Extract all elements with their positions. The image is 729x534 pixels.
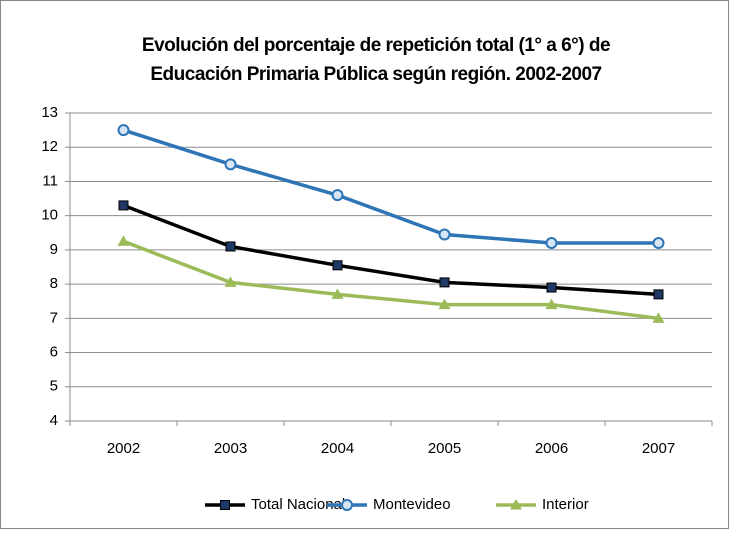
y-tick-label: 10 bbox=[41, 207, 58, 224]
data-point bbox=[439, 277, 450, 288]
legend-marker bbox=[220, 500, 230, 510]
series-line bbox=[122, 203, 659, 297]
data-point bbox=[438, 228, 451, 241]
data-point bbox=[331, 288, 344, 299]
series-line bbox=[122, 128, 659, 245]
data-point bbox=[652, 312, 665, 323]
legend-marker bbox=[341, 499, 353, 511]
data-point bbox=[118, 200, 129, 211]
y-tick-label: 13 bbox=[41, 104, 58, 121]
data-point bbox=[545, 298, 558, 310]
data-point bbox=[652, 237, 665, 250]
data-point bbox=[225, 241, 236, 252]
x-tick-label: 2006 bbox=[535, 440, 568, 457]
chart-title: Educación Primaria Pública según región.… bbox=[150, 64, 601, 85]
y-tick-label: 4 bbox=[50, 412, 58, 429]
legend-marker bbox=[510, 499, 522, 510]
data-point bbox=[117, 124, 130, 137]
x-tick-label: 2004 bbox=[321, 440, 354, 457]
x-tick-label: 2005 bbox=[428, 440, 461, 457]
data-point bbox=[331, 189, 344, 202]
data-point bbox=[117, 235, 130, 246]
series-line bbox=[122, 239, 659, 321]
legend-label: Montevideo bbox=[373, 496, 451, 513]
y-tick-label: 7 bbox=[50, 309, 58, 326]
y-tick-label: 12 bbox=[41, 138, 58, 155]
data-point bbox=[438, 298, 451, 310]
x-tick-label: 2007 bbox=[642, 440, 675, 457]
x-tick-label: 2003 bbox=[214, 440, 247, 457]
x-tick-label: 2002 bbox=[107, 440, 140, 457]
y-tick-label: 11 bbox=[42, 172, 58, 189]
data-point bbox=[653, 289, 664, 300]
y-tick-label: 9 bbox=[50, 241, 58, 258]
y-tick-label: 6 bbox=[50, 344, 58, 361]
chart-title: Evolución del porcentaje de repetición t… bbox=[142, 35, 610, 56]
data-point bbox=[545, 237, 558, 250]
data-point bbox=[224, 158, 237, 171]
data-point bbox=[224, 276, 237, 287]
y-tick-label: 5 bbox=[50, 378, 58, 395]
data-point bbox=[332, 260, 343, 271]
y-tick-label: 8 bbox=[50, 275, 58, 292]
data-point bbox=[546, 282, 557, 293]
legend-label: Total Nacional bbox=[251, 496, 345, 513]
legend-label: Interior bbox=[542, 496, 589, 513]
